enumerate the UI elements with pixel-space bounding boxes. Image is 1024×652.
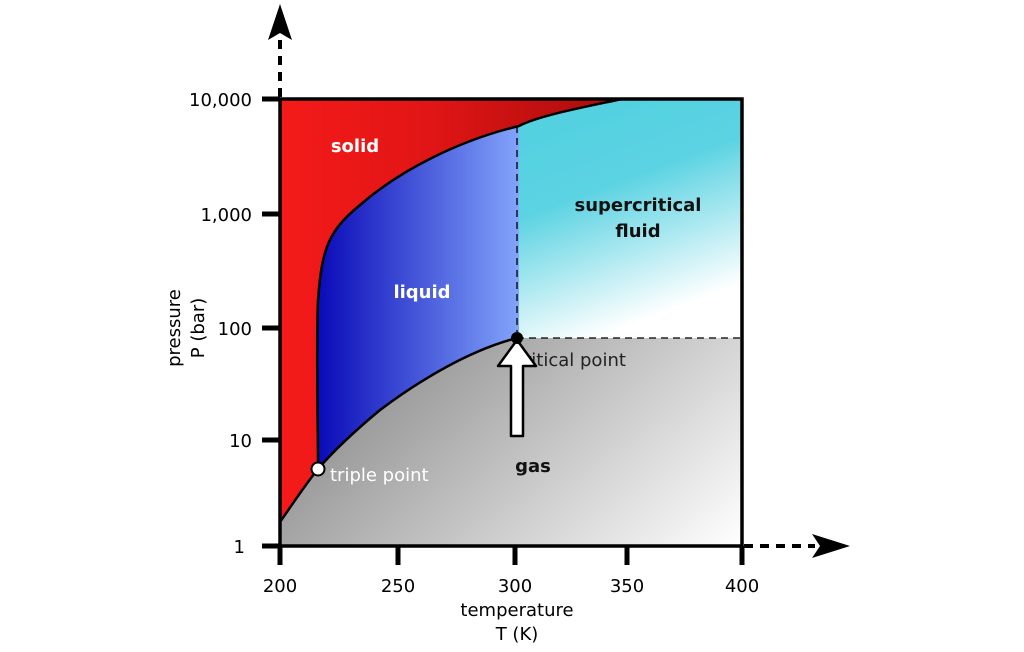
up-arrow-icon (496, 338, 538, 438)
supercritical-label-line1: supercritical (575, 195, 702, 216)
y-tick-label: 100 (218, 319, 252, 340)
y-tick-label: 10,000 (189, 90, 252, 111)
x-axis-title-line1: temperature (460, 600, 573, 621)
solid-region (280, 99, 622, 522)
liquid-region (317, 126, 519, 469)
liquid-label: liquid (393, 282, 450, 303)
vaporization-curve (317, 336, 518, 470)
y-axis-title: pressure P (bar) (164, 289, 209, 367)
axis-arrows (268, 4, 850, 558)
supercritical-label-line2: fluid (615, 221, 660, 242)
x-tick-label: 250 (381, 576, 415, 597)
y-tick-label: 1 (234, 537, 245, 558)
x-tick-label: 200 (263, 576, 297, 597)
triple-point-label: triple point (330, 465, 429, 486)
y-axis-title-line2: P (bar) (188, 298, 209, 358)
x-axis-title-line2: T (K) (495, 624, 539, 645)
y-tick-label: 1,000 (200, 205, 252, 226)
gas-label: gas (515, 456, 551, 477)
x-tick-labels: 200 250 300 350 400 (263, 576, 759, 597)
y-axis-arrowhead-icon (268, 4, 292, 40)
melting-curve (315, 97, 623, 470)
critical-point-label: critical point (514, 350, 626, 371)
triple-point-marker (310, 461, 326, 477)
critical-point-marker (511, 332, 523, 344)
solid-label: solid (331, 136, 379, 157)
y-axis-title-line1: pressure (164, 289, 185, 367)
plot-frame (278, 97, 744, 548)
x-axis-title: temperature T (K) (460, 600, 573, 645)
supercritical-region (517, 99, 742, 338)
x-ticks (277, 546, 745, 565)
x-tick-label: 400 (725, 576, 759, 597)
plot-area (278, 97, 744, 548)
y-ticks (262, 96, 280, 549)
y-tick-labels: 1 10 100 1,000 10,000 (189, 90, 252, 558)
x-tick-label: 350 (610, 576, 644, 597)
y-tick-label: 10 (229, 431, 252, 452)
x-tick-label: 300 (498, 576, 532, 597)
x-axis-arrowhead-icon (812, 534, 850, 558)
